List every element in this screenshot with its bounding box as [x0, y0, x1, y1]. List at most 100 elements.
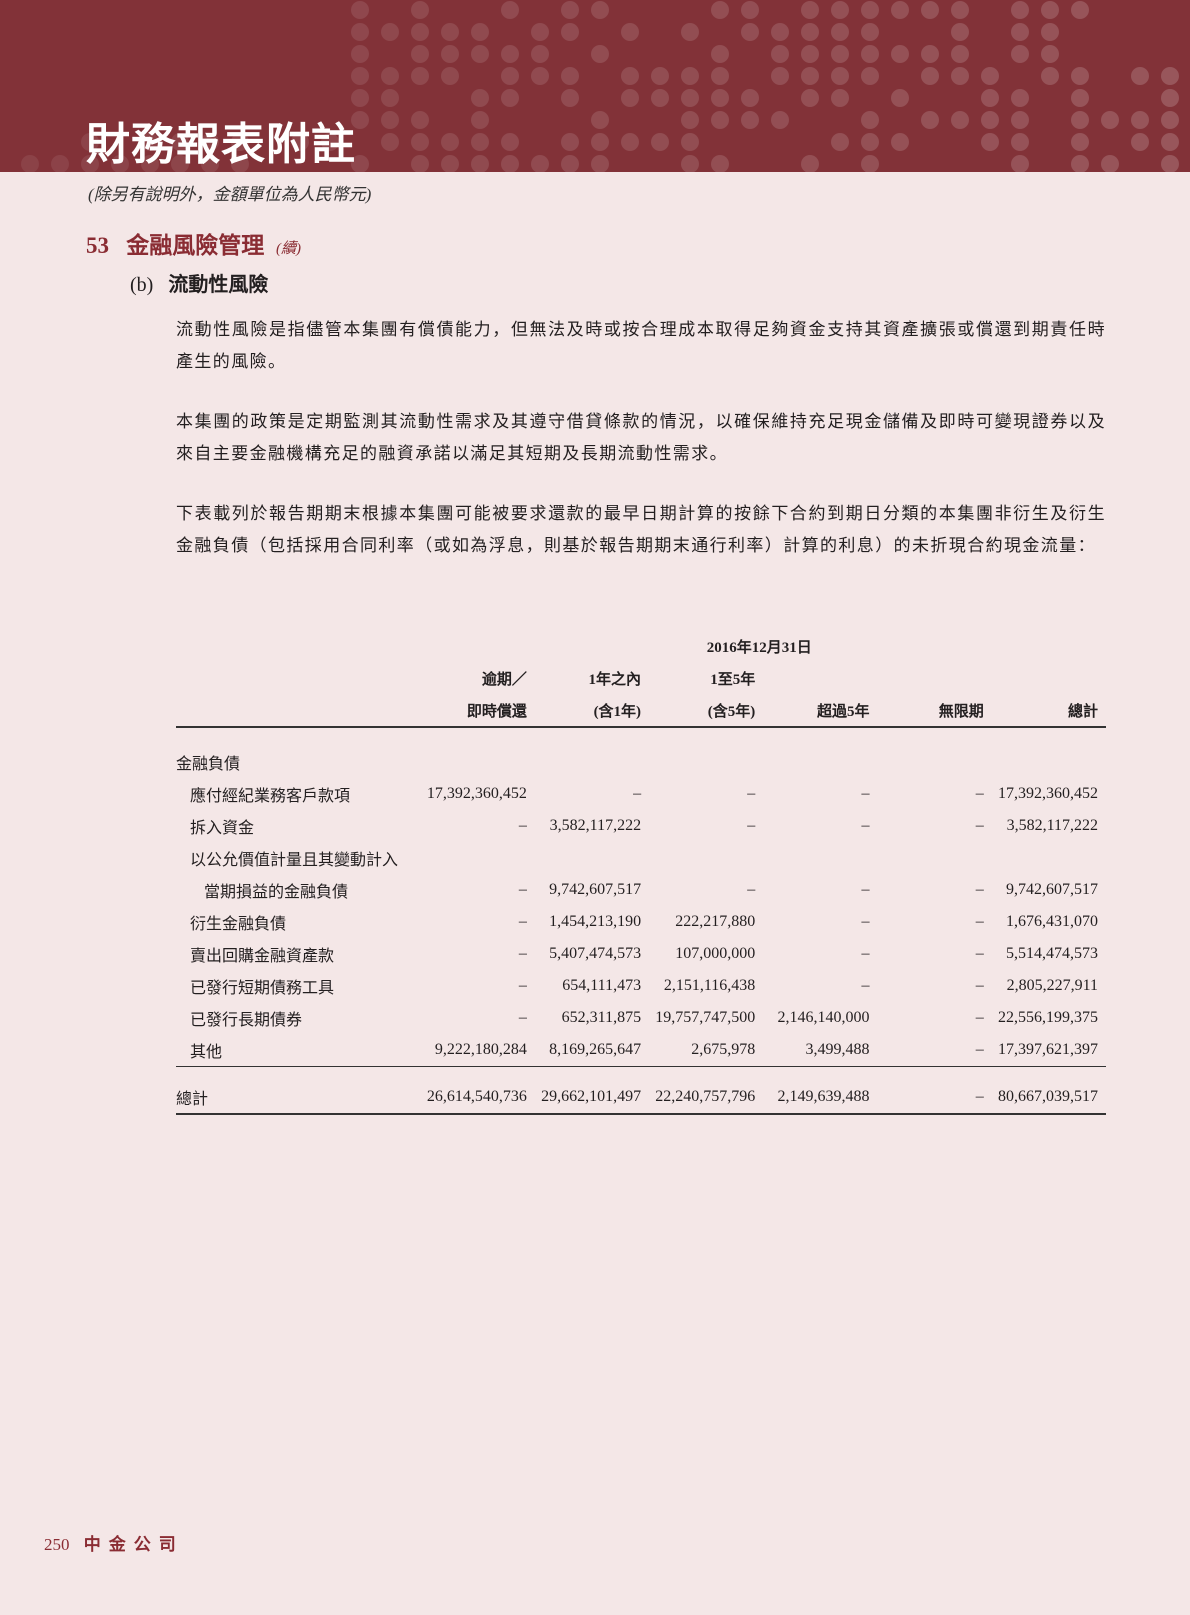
- dot: [351, 1, 369, 19]
- total-label: 總計: [176, 1081, 424, 1115]
- dot: [81, 133, 99, 151]
- dot: [861, 67, 879, 85]
- dot: [381, 133, 399, 151]
- dot: [531, 155, 549, 172]
- dot: [831, 1, 849, 19]
- dot: [531, 67, 549, 85]
- header-banner: 財務報表附註: [0, 0, 1190, 172]
- dot: [471, 111, 489, 129]
- total-value: 80,667,039,517: [991, 1081, 1106, 1115]
- cell-value: 652,311,875: [561, 1009, 642, 1026]
- table-row: 已發行長期債券 – 652,311,875 19,757,747,500 2,146,1…: [176, 1002, 1106, 1034]
- dot: [651, 89, 669, 107]
- cell-value: –: [747, 785, 756, 802]
- column-header-line1: [763, 662, 877, 694]
- dot: [1011, 1, 1029, 19]
- dot: [1161, 111, 1179, 129]
- dot: [411, 155, 429, 172]
- dot: [531, 45, 549, 63]
- table-row: 已發行短期債務工具 – 654,111,473 2,151,116,438 – – 2,80…: [176, 970, 1106, 1002]
- dot: [531, 23, 549, 41]
- cell-value: –: [518, 881, 527, 898]
- dot: [981, 67, 999, 85]
- column-header-line1: [992, 662, 1106, 694]
- table-row: 以公允價值計量且其變動計入: [176, 842, 1106, 874]
- column-header-line1: [878, 662, 992, 694]
- dot: [1011, 155, 1029, 172]
- dot: [201, 155, 219, 172]
- cell-value: 17,397,621,397: [991, 1034, 1106, 1067]
- dot: [51, 155, 69, 172]
- cell-value: 3,499,488: [763, 1034, 878, 1067]
- cell-value: –: [975, 881, 984, 898]
- dot: [681, 133, 699, 151]
- dot: [21, 155, 39, 172]
- section-title: 金融風險管理: [126, 233, 265, 258]
- cell-value: [649, 842, 763, 874]
- cell-value: 2,151,116,438: [663, 977, 756, 994]
- total-value: 29,662,101,497: [534, 1081, 650, 1115]
- cell-value: [878, 842, 992, 874]
- subsection-heading: (b) 流動性風險: [130, 268, 268, 297]
- dot: [411, 23, 429, 41]
- column-header-line2: 總計: [991, 694, 1106, 728]
- dot: [471, 45, 489, 63]
- dot: [681, 111, 699, 129]
- dot: [711, 45, 729, 63]
- dot: [921, 67, 939, 85]
- dot: [951, 1, 969, 19]
- decorative-dot-pattern: [21, 1, 1179, 172]
- row-label: 其他: [176, 1034, 424, 1067]
- dot: [681, 67, 699, 85]
- section-heading: 53 金融風險管理 (續): [86, 226, 301, 260]
- row-label: 以公允價值計量且其變動計入: [190, 852, 399, 869]
- dot: [111, 155, 129, 172]
- dot: [891, 133, 909, 151]
- dot: [1041, 23, 1059, 41]
- dot: [801, 155, 819, 172]
- dot: [591, 45, 609, 63]
- dot: [1011, 45, 1029, 63]
- dot: [171, 155, 189, 172]
- dot: [1131, 111, 1149, 129]
- dot: [411, 133, 429, 151]
- dot: [951, 23, 969, 41]
- cell-value: 8,169,265,647: [534, 1034, 650, 1067]
- cell-value: –: [518, 945, 527, 962]
- subsection-label: (b): [130, 274, 154, 296]
- cell-value: –: [518, 913, 527, 930]
- dot: [711, 111, 729, 129]
- dot: [801, 45, 819, 63]
- dot: [1011, 89, 1029, 107]
- dot: [861, 111, 879, 129]
- paragraph: 流動性風險是指儘管本集團有償債能力，但無法及時或按合理成本取得足夠資金支持其資產…: [176, 320, 1106, 371]
- dot: [351, 45, 369, 63]
- dot: [1161, 67, 1179, 85]
- dot: [921, 45, 939, 63]
- cell-value: 107,000,000: [675, 945, 756, 962]
- dot: [591, 111, 609, 129]
- row-label: 應付經紀業務客戶款項: [190, 788, 351, 805]
- dot: [801, 89, 819, 107]
- continued-label: (續): [276, 241, 301, 257]
- dot: [381, 67, 399, 85]
- row-label: 拆入資金: [190, 820, 255, 837]
- dot: [621, 23, 639, 41]
- cell-value: 9,742,607,517: [549, 881, 642, 898]
- dot: [471, 23, 489, 41]
- dot: [591, 155, 609, 172]
- date-header: 2016年12月31日: [706, 639, 812, 656]
- cell-value: –: [861, 945, 870, 962]
- dot: [1131, 133, 1149, 151]
- dot: [1011, 23, 1029, 41]
- column-header-line1: 1年之內: [588, 671, 642, 688]
- company-name: 中金公司: [83, 1535, 184, 1554]
- cell-value: 654,111,473: [562, 977, 642, 994]
- cell-value: 17,392,360,452: [426, 785, 527, 802]
- cell-value: –: [633, 785, 642, 802]
- column-header-line2: (含5年): [649, 694, 764, 728]
- cell-value: –: [861, 977, 870, 994]
- dot: [651, 133, 669, 151]
- dot: [231, 155, 249, 172]
- dot: [1071, 89, 1089, 107]
